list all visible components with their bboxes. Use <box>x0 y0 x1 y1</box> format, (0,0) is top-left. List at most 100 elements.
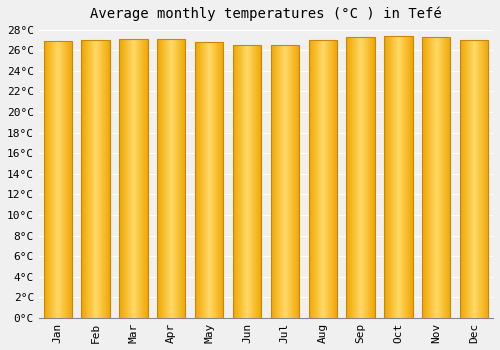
Bar <box>442 37 444 318</box>
Bar <box>175 39 176 318</box>
Bar <box>399 36 400 318</box>
Bar <box>444 37 445 318</box>
Bar <box>124 39 125 318</box>
Bar <box>284 45 285 318</box>
Bar <box>126 39 127 318</box>
Bar <box>328 40 329 318</box>
Bar <box>54 41 55 318</box>
Bar <box>139 39 140 318</box>
Bar <box>44 41 72 318</box>
Bar <box>396 36 397 318</box>
Bar <box>145 39 146 318</box>
Bar <box>436 37 437 318</box>
Bar <box>318 40 319 318</box>
Bar <box>392 36 394 318</box>
Bar <box>122 39 123 318</box>
Bar <box>336 40 337 318</box>
Bar <box>233 45 234 318</box>
Bar <box>274 45 275 318</box>
Bar <box>313 40 314 318</box>
Bar <box>239 45 240 318</box>
Bar <box>119 39 120 318</box>
Bar <box>437 37 438 318</box>
Bar <box>277 45 278 318</box>
Bar <box>195 42 224 318</box>
Bar <box>367 37 368 318</box>
Bar <box>355 37 356 318</box>
Bar <box>310 40 312 318</box>
Bar <box>240 45 242 318</box>
Bar <box>260 45 261 318</box>
Bar <box>460 40 462 318</box>
Bar <box>120 39 122 318</box>
Bar <box>312 40 313 318</box>
Bar <box>424 37 425 318</box>
Bar <box>405 36 406 318</box>
Bar <box>285 45 286 318</box>
Bar <box>397 36 398 318</box>
Bar <box>130 39 132 318</box>
Bar <box>67 41 68 318</box>
Bar <box>105 40 106 318</box>
Bar <box>427 37 428 318</box>
Bar <box>309 40 310 318</box>
Bar <box>346 37 375 318</box>
Bar <box>372 37 374 318</box>
Bar <box>196 42 197 318</box>
Bar <box>466 40 467 318</box>
Title: Average monthly temperatures (°C ) in Tefé: Average monthly temperatures (°C ) in Te… <box>90 7 442 21</box>
Bar <box>178 39 179 318</box>
Bar <box>106 40 107 318</box>
Bar <box>195 42 196 318</box>
Bar <box>487 40 488 318</box>
Bar <box>335 40 336 318</box>
Bar <box>45 41 46 318</box>
Bar <box>127 39 128 318</box>
Bar <box>202 42 203 318</box>
Bar <box>317 40 318 318</box>
Bar <box>357 37 358 318</box>
Bar <box>369 37 370 318</box>
Bar <box>257 45 258 318</box>
Bar <box>135 39 136 318</box>
Bar <box>327 40 328 318</box>
Bar <box>100 40 102 318</box>
Bar <box>389 36 390 318</box>
Bar <box>179 39 180 318</box>
Bar <box>214 42 215 318</box>
Bar <box>400 36 402 318</box>
Bar <box>140 39 141 318</box>
Bar <box>233 45 261 318</box>
Bar <box>259 45 260 318</box>
Bar <box>147 39 148 318</box>
Bar <box>410 36 411 318</box>
Bar <box>200 42 202 318</box>
Bar <box>219 42 220 318</box>
Bar <box>434 37 435 318</box>
Bar <box>218 42 219 318</box>
Bar <box>128 39 129 318</box>
Bar <box>374 37 375 318</box>
Bar <box>429 37 430 318</box>
Bar <box>289 45 290 318</box>
Bar <box>185 39 186 318</box>
Bar <box>50 41 51 318</box>
Bar <box>88 40 89 318</box>
Bar <box>160 39 162 318</box>
Bar <box>48 41 49 318</box>
Bar <box>69 41 70 318</box>
Bar <box>334 40 335 318</box>
Bar <box>132 39 134 318</box>
Bar <box>470 40 472 318</box>
Bar <box>272 45 273 318</box>
Bar <box>83 40 84 318</box>
Bar <box>387 36 388 318</box>
Bar <box>322 40 324 318</box>
Bar <box>176 39 177 318</box>
Bar <box>282 45 284 318</box>
Bar <box>481 40 482 318</box>
Bar <box>402 36 404 318</box>
Bar <box>181 39 182 318</box>
Bar <box>64 41 65 318</box>
Bar <box>142 39 144 318</box>
